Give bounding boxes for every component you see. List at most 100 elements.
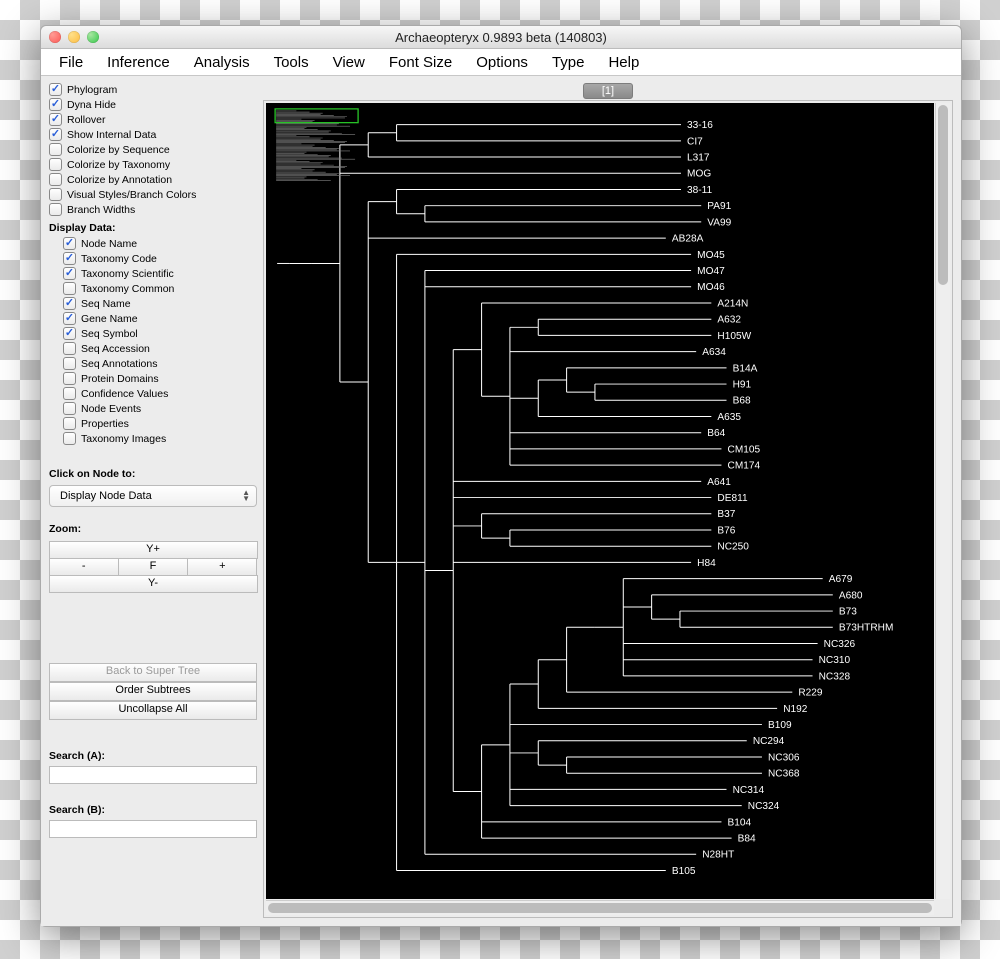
display-checkbox-taxonomy-code[interactable] xyxy=(63,252,76,265)
option-checkbox-colorize-by-sequence[interactable] xyxy=(49,143,62,156)
zoom-label: Zoom: xyxy=(49,523,257,535)
svg-text:NC310: NC310 xyxy=(819,655,851,666)
zoom-fit-button[interactable]: F xyxy=(118,558,188,576)
display-label: Taxonomy Scientific xyxy=(81,268,174,280)
option-checkbox-rollover[interactable] xyxy=(49,113,62,126)
svg-text:38-11: 38-11 xyxy=(687,185,713,196)
menu-help[interactable]: Help xyxy=(596,51,651,74)
display-checkbox-node-name[interactable] xyxy=(63,237,76,250)
svg-text:MO47: MO47 xyxy=(697,266,725,277)
menu-inference[interactable]: Inference xyxy=(95,51,182,74)
horizontal-scroll-thumb[interactable] xyxy=(268,903,932,913)
display-checkbox-taxonomy-scientific[interactable] xyxy=(63,267,76,280)
display-checkbox-protein-domains[interactable] xyxy=(63,372,76,385)
uncollapse-all-button[interactable]: Uncollapse All xyxy=(49,701,257,720)
back-to-super-tree-button[interactable]: Back to Super Tree xyxy=(49,663,257,682)
display-checkbox-seq-annotations[interactable] xyxy=(63,357,76,370)
search-a-input[interactable] xyxy=(49,766,257,784)
zoom-icon[interactable] xyxy=(87,31,99,43)
display-label: Gene Name xyxy=(81,313,138,325)
display-checkbox-seq-name[interactable] xyxy=(63,297,76,310)
zoom-y-plus-button[interactable]: Y+ xyxy=(49,541,258,559)
display-checkbox-properties[interactable] xyxy=(63,417,76,430)
option-checkbox-colorize-by-taxonomy[interactable] xyxy=(49,158,62,171)
svg-text:B105: B105 xyxy=(672,866,696,877)
display-checkbox-seq-symbol[interactable] xyxy=(63,327,76,340)
display-label: Seq Annotations xyxy=(81,358,157,370)
option-label: Show Internal Data xyxy=(67,129,156,141)
option-checkbox-phylogram[interactable] xyxy=(49,83,62,96)
svg-text:B68: B68 xyxy=(733,396,751,407)
svg-text:H84: H84 xyxy=(697,558,716,569)
svg-text:R229: R229 xyxy=(798,688,823,699)
option-label: Dyna Hide xyxy=(67,99,116,111)
option-checkbox-visual-styles-branch-colors[interactable] xyxy=(49,188,62,201)
select-arrows-icon: ▲▼ xyxy=(242,490,250,502)
display-row-properties: Properties xyxy=(49,416,257,431)
option-label: Colorize by Sequence xyxy=(67,144,170,156)
svg-text:H105W: H105W xyxy=(717,331,751,342)
click-on-node-label: Click on Node to: xyxy=(49,468,257,480)
option-label: Visual Styles/Branch Colors xyxy=(67,189,196,201)
horizontal-scrollbar[interactable] xyxy=(266,900,934,915)
tab-row: [1] xyxy=(263,82,953,100)
display-checkbox-gene-name[interactable] xyxy=(63,312,76,325)
option-row-rollover: Rollover xyxy=(49,112,257,127)
vertical-scrollbar[interactable] xyxy=(935,103,950,899)
click-action-select[interactable]: Display Node Data ▲▼ xyxy=(49,485,257,507)
search-b-input[interactable] xyxy=(49,820,257,838)
vertical-scroll-thumb[interactable] xyxy=(938,105,948,285)
zoom-y-minus-button[interactable]: Y- xyxy=(49,575,258,593)
display-checkbox-taxonomy-common[interactable] xyxy=(63,282,76,295)
menu-file[interactable]: File xyxy=(47,51,95,74)
svg-text:A680: A680 xyxy=(839,590,863,601)
sidebar: PhylogramDyna HideRolloverShow Internal … xyxy=(41,76,263,926)
display-checkbox-confidence-values[interactable] xyxy=(63,387,76,400)
menu-type[interactable]: Type xyxy=(540,51,597,74)
tree-canvas[interactable]: 33-16CI7L317MOG38-11PA91VA99AB28AMO45MO4… xyxy=(266,103,934,899)
display-label: Taxonomy Images xyxy=(81,433,166,445)
order-subtrees-button[interactable]: Order Subtrees xyxy=(49,682,257,701)
menu-options[interactable]: Options xyxy=(464,51,540,74)
menu-view[interactable]: View xyxy=(321,51,377,74)
display-checkbox-seq-accession[interactable] xyxy=(63,342,76,355)
svg-text:A634: A634 xyxy=(702,347,726,358)
zoom-minus-button[interactable]: - xyxy=(49,558,119,576)
svg-text:H91: H91 xyxy=(733,380,752,391)
display-row-protein-domains: Protein Domains xyxy=(49,371,257,386)
tab-1[interactable]: [1] xyxy=(583,83,633,99)
svg-text:N28HT: N28HT xyxy=(702,850,734,861)
display-checkbox-taxonomy-images[interactable] xyxy=(63,432,76,445)
svg-text:NC314: NC314 xyxy=(733,785,765,796)
svg-text:A641: A641 xyxy=(707,477,731,488)
svg-text:PA91: PA91 xyxy=(707,201,731,212)
tree-panel: 33-16CI7L317MOG38-11PA91VA99AB28AMO45MO4… xyxy=(263,100,953,918)
display-row-taxonomy-images: Taxonomy Images xyxy=(49,431,257,446)
svg-text:MO45: MO45 xyxy=(697,250,725,261)
display-label: Node Events xyxy=(81,403,141,415)
option-label: Colorize by Annotation xyxy=(67,174,172,186)
menu-tools[interactable]: Tools xyxy=(262,51,321,74)
app-window: Archaeopteryx 0.9893 beta (140803) FileI… xyxy=(40,25,962,927)
option-checkbox-dyna-hide[interactable] xyxy=(49,98,62,111)
display-row-node-events: Node Events xyxy=(49,401,257,416)
svg-text:B64: B64 xyxy=(707,428,725,439)
menu-analysis[interactable]: Analysis xyxy=(182,51,262,74)
svg-text:NC328: NC328 xyxy=(819,671,851,682)
click-action-value: Display Node Data xyxy=(60,490,152,502)
svg-text:A632: A632 xyxy=(717,315,741,326)
minimize-icon[interactable] xyxy=(68,31,80,43)
display-row-gene-name: Gene Name xyxy=(49,311,257,326)
option-checkbox-colorize-by-annotation[interactable] xyxy=(49,173,62,186)
titlebar: Archaeopteryx 0.9893 beta (140803) xyxy=(41,26,961,49)
menu-font-size[interactable]: Font Size xyxy=(377,51,464,74)
option-checkbox-branch-widths[interactable] xyxy=(49,203,62,216)
svg-text:B76: B76 xyxy=(717,526,735,537)
svg-text:B73: B73 xyxy=(839,607,857,618)
close-icon[interactable] xyxy=(49,31,61,43)
display-data-label: Display Data: xyxy=(49,222,257,234)
display-checkbox-node-events[interactable] xyxy=(63,402,76,415)
zoom-plus-button[interactable]: + xyxy=(187,558,257,576)
option-checkbox-show-internal-data[interactable] xyxy=(49,128,62,141)
display-label: Taxonomy Code xyxy=(81,253,157,265)
